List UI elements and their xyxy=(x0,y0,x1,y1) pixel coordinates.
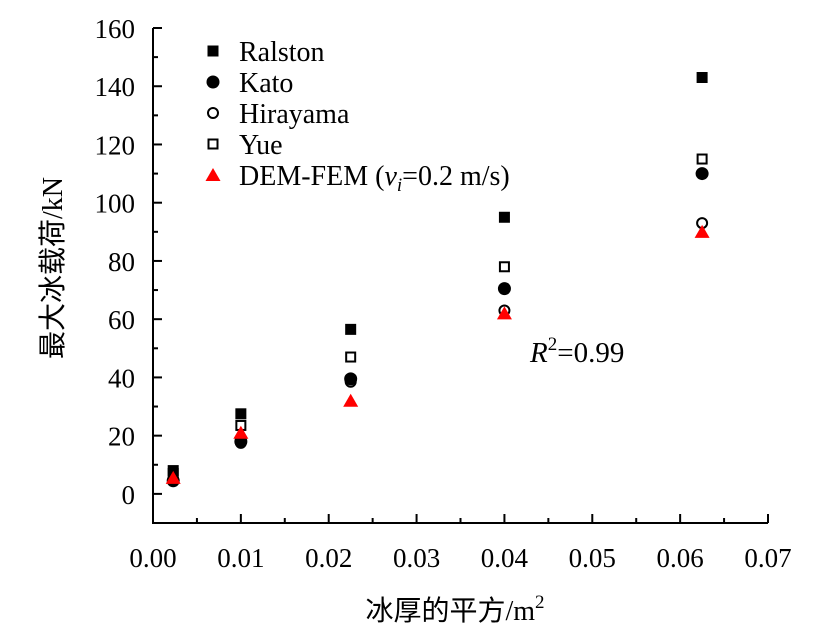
x-tick-label: 0.04 xyxy=(481,543,529,573)
legend-marker xyxy=(206,75,220,89)
data-point xyxy=(498,211,510,223)
data-point xyxy=(345,351,357,363)
data-point xyxy=(343,393,359,407)
series-ralston xyxy=(167,72,708,477)
y-tick-label: 120 xyxy=(95,130,136,160)
data-point xyxy=(695,167,709,181)
y-tick-label: 80 xyxy=(108,247,135,277)
r-squared-annotation: R2=0.99 xyxy=(529,334,624,369)
y-tick-label: 20 xyxy=(108,422,135,452)
data-point xyxy=(235,408,247,420)
x-tick-label: 0.05 xyxy=(569,543,616,573)
y-tick-label: 60 xyxy=(108,305,135,335)
x-tick-label: 0.00 xyxy=(129,543,176,573)
y-tick-label: 40 xyxy=(108,363,135,393)
legend-label: Ralston xyxy=(239,37,325,68)
y-axis-title: 最大冰载荷/kN xyxy=(37,177,69,359)
data-point xyxy=(167,465,179,477)
legend-marker xyxy=(207,45,219,57)
legend-label: Hirayama xyxy=(239,99,350,130)
series-kato xyxy=(166,167,709,488)
y-tick-label: 0 xyxy=(122,480,136,510)
data-point xyxy=(165,470,181,484)
legend-label: DEM-FEM (vi=0.2 m/s) xyxy=(239,161,510,196)
ticks: 0 20 40 60 80 100 120 140 160 0.00 0.01 0.02 0.03 0.0… xyxy=(95,14,792,573)
x-tick-label: 0.06 xyxy=(657,543,704,573)
legend-label: Yue xyxy=(239,130,283,161)
data-point xyxy=(694,224,710,238)
series-yue xyxy=(167,153,708,479)
data-point xyxy=(498,261,510,273)
legend-marker xyxy=(205,168,221,181)
data-point xyxy=(496,306,512,320)
data-marks xyxy=(165,72,710,488)
data-point xyxy=(233,425,249,439)
series-hirayama xyxy=(167,217,709,486)
x-tick-label: 0.02 xyxy=(305,543,352,573)
series-dem-fem xyxy=(165,224,710,484)
data-point xyxy=(345,323,357,335)
y-tick-label: 100 xyxy=(95,189,136,219)
legend-label: Kato xyxy=(239,68,293,99)
x-axis-title: 冰厚的平方/m2 xyxy=(365,592,544,627)
x-tick-label: 0.07 xyxy=(744,543,791,573)
x-tick-label: 0.03 xyxy=(393,543,440,573)
legend-marker xyxy=(207,138,219,150)
data-point xyxy=(696,153,708,165)
data-point xyxy=(497,282,511,296)
data-point xyxy=(696,72,708,83)
legend-marker xyxy=(207,107,219,119)
data-point xyxy=(344,372,358,386)
data-point xyxy=(344,375,357,388)
y-tick-label: 160 xyxy=(95,14,136,44)
x-tick-label: 0.01 xyxy=(217,543,264,573)
y-tick-label: 140 xyxy=(95,72,136,102)
